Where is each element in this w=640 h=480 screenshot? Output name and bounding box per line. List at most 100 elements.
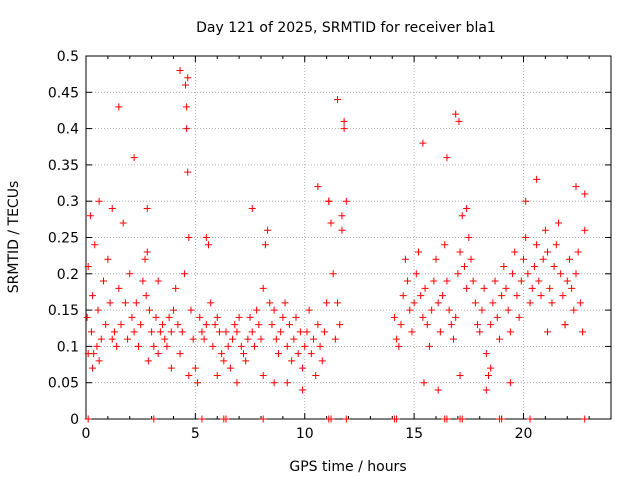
data-point	[94, 306, 102, 314]
data-point	[533, 175, 541, 183]
data-point	[395, 342, 403, 350]
data-point	[478, 306, 486, 314]
data-point	[91, 241, 99, 249]
data-point	[182, 81, 190, 89]
data-point	[189, 335, 197, 343]
data-point	[144, 357, 152, 365]
data-point	[452, 110, 460, 118]
data-point	[194, 379, 202, 387]
data-point	[106, 299, 114, 307]
data-point	[207, 299, 215, 307]
data-point	[506, 328, 514, 336]
data-point	[393, 415, 401, 423]
data-point	[150, 415, 158, 423]
data-point	[198, 415, 206, 423]
y-tick-label: 0.15	[48, 303, 79, 319]
data-point	[95, 357, 103, 365]
data-point	[196, 313, 204, 321]
data-point	[487, 364, 495, 372]
data-point	[235, 313, 243, 321]
data-point	[187, 306, 195, 314]
data-point	[467, 255, 475, 263]
data-point	[325, 197, 333, 205]
data-point	[156, 328, 164, 336]
data-point	[84, 263, 92, 271]
data-point	[397, 321, 405, 329]
data-point	[218, 350, 226, 358]
data-point	[563, 277, 571, 285]
data-point	[124, 335, 132, 343]
data-point	[290, 335, 298, 343]
data-point	[264, 226, 272, 234]
data-point	[419, 139, 427, 147]
data-point	[115, 284, 123, 292]
y-tick-label: 0.3	[57, 194, 79, 210]
data-point	[93, 342, 101, 350]
data-point	[393, 335, 401, 343]
data-point	[581, 226, 589, 234]
data-point	[150, 342, 158, 350]
data-point	[439, 292, 447, 300]
data-point	[327, 219, 335, 227]
data-point	[102, 321, 110, 329]
data-point	[485, 371, 492, 379]
data-point	[323, 299, 331, 307]
data-point	[233, 379, 241, 387]
data-point	[255, 321, 263, 329]
data-point	[89, 292, 97, 300]
data-point	[526, 415, 534, 423]
data-point	[581, 190, 589, 198]
data-point	[141, 255, 149, 263]
data-point	[401, 255, 409, 263]
data-point	[489, 299, 497, 307]
data-point	[552, 241, 560, 249]
data-point	[327, 415, 335, 423]
data-point	[115, 103, 123, 111]
data-point	[476, 328, 484, 336]
data-point	[570, 306, 578, 314]
data-point	[533, 241, 541, 249]
x-tick-label: 15	[405, 426, 423, 442]
data-point	[463, 284, 471, 292]
data-point	[502, 284, 510, 292]
data-point	[314, 183, 322, 191]
data-point	[283, 342, 291, 350]
data-point	[520, 255, 527, 263]
data-point	[480, 284, 488, 292]
data-point	[84, 415, 92, 423]
data-point	[170, 306, 177, 314]
data-point	[165, 313, 173, 321]
data-point	[443, 415, 451, 423]
data-point	[408, 328, 416, 336]
data-point	[119, 219, 127, 227]
data-point	[561, 321, 569, 329]
data-point	[458, 212, 466, 220]
data-point	[285, 321, 293, 329]
data-point	[340, 117, 348, 125]
data-point	[320, 328, 328, 336]
data-point	[246, 313, 254, 321]
data-point	[178, 328, 186, 336]
data-point	[142, 292, 150, 300]
data-point	[97, 335, 105, 343]
data-point	[482, 386, 490, 394]
data-point	[213, 371, 221, 379]
data-point	[95, 197, 103, 205]
data-point	[441, 241, 449, 249]
data-point	[423, 321, 431, 329]
data-point	[303, 328, 311, 336]
data-point	[222, 328, 230, 336]
data-point	[202, 234, 210, 241]
data-point	[338, 212, 346, 220]
data-point	[463, 204, 471, 212]
data-point	[176, 67, 184, 75]
y-tick-label: 0.45	[48, 85, 79, 101]
data-point	[445, 306, 453, 314]
data-point	[471, 299, 479, 307]
y-tick-label: 0.35	[48, 158, 79, 174]
data-point	[452, 313, 460, 321]
data-point	[513, 292, 521, 300]
data-point	[184, 74, 192, 82]
data-point	[506, 379, 514, 387]
data-point	[137, 321, 145, 329]
